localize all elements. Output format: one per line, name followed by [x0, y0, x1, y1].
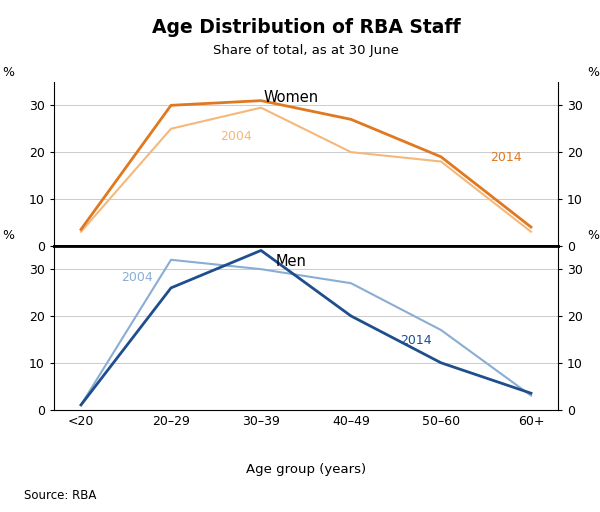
Text: 2014: 2014	[401, 334, 432, 347]
Text: Source: RBA: Source: RBA	[24, 489, 97, 502]
Text: 2004: 2004	[121, 271, 153, 284]
Text: %: %	[2, 229, 14, 243]
Text: %: %	[587, 66, 599, 79]
Text: 2004: 2004	[221, 131, 252, 143]
Text: Share of total, as at 30 June: Share of total, as at 30 June	[213, 44, 399, 56]
Text: 2014: 2014	[491, 152, 522, 164]
Text: Age Distribution of RBA Staff: Age Distribution of RBA Staff	[152, 18, 460, 37]
Text: %: %	[2, 66, 14, 79]
Text: Men: Men	[275, 254, 307, 269]
Text: Women: Women	[263, 90, 319, 105]
Text: %: %	[587, 229, 599, 243]
Text: Age group (years): Age group (years)	[246, 463, 366, 476]
